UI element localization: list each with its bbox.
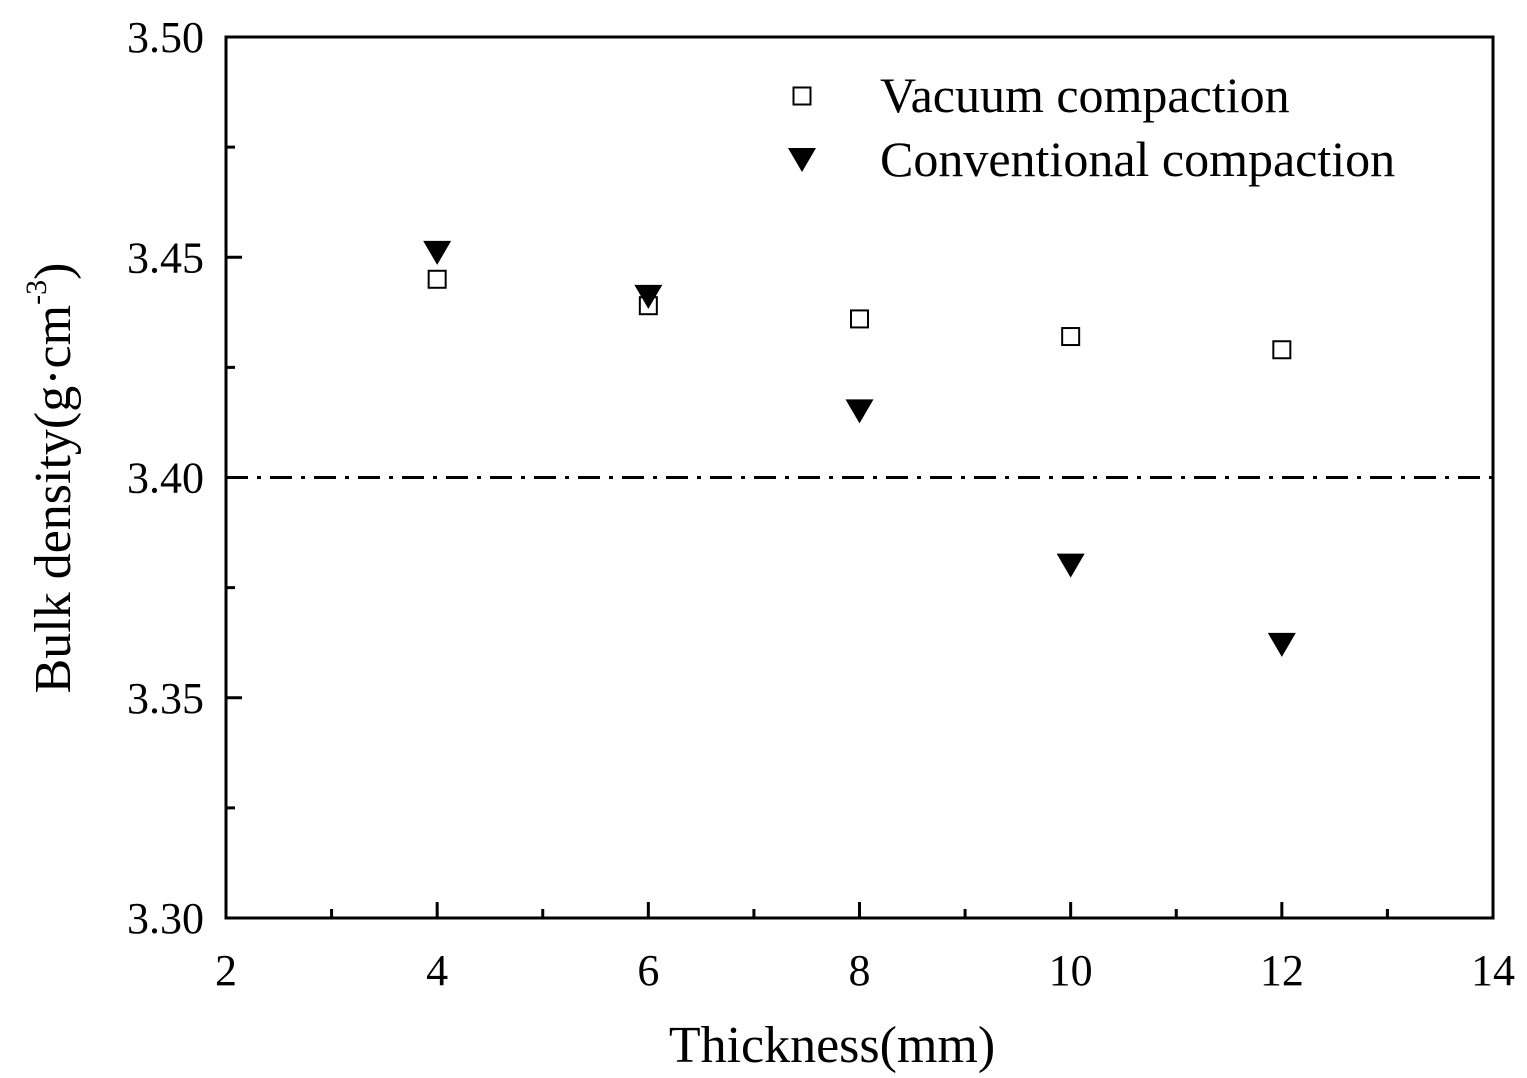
x-tick-label: 2 [215, 946, 237, 995]
x-tick-label: 4 [426, 946, 448, 995]
vacuum-compaction-point [1061, 327, 1081, 347]
vacuum-compaction-point [1272, 340, 1292, 360]
x-tick-label: 8 [849, 946, 871, 995]
legend-label: Vacuum compaction [880, 67, 1290, 123]
plot-frame [224, 35, 1495, 920]
y-tick-label: 3.35 [127, 674, 204, 723]
vacuum-compaction-point [850, 309, 869, 329]
vacuum-compaction-point [427, 269, 447, 289]
legend-marker-square [792, 86, 812, 106]
y-tick-label: 3.30 [127, 894, 204, 943]
legend-marker-triangle [788, 148, 816, 172]
data-points-layer [423, 240, 1296, 657]
x-tick-label: 14 [1471, 946, 1515, 995]
y-axis-label-main: Bulk density(g·cm [25, 305, 82, 694]
x-tick-label: 10 [1049, 946, 1093, 995]
legend-label: Conventional compaction [880, 131, 1395, 187]
y-axis-label-end: ) [25, 263, 82, 280]
x-axis-label: Thickness(mm) [669, 1017, 995, 1074]
conventional-compaction-point [1056, 553, 1085, 578]
y-tick-label: 3.50 [127, 13, 204, 62]
conventional-compaction-point [1267, 632, 1296, 657]
conventional-compaction-point [634, 284, 663, 309]
x-tick-label: 12 [1260, 946, 1304, 995]
tick-labels-layer: 2 4 6 8 10 12 14 3.30 3.35 3.40 3.45 3.50 [127, 13, 1515, 995]
x-tick-label: 6 [637, 946, 659, 995]
y-axis-label-superscript: -3 [20, 280, 53, 305]
y-axis-label: Bulk density(g·cm-3) [20, 263, 82, 694]
y-tick-label: 3.45 [127, 233, 204, 282]
legend: Vacuum compaction Conventional compaction [788, 67, 1395, 187]
y-tick-label: 3.40 [127, 454, 204, 503]
conventional-compaction-point [423, 240, 452, 265]
conventional-compaction-point [845, 399, 874, 424]
